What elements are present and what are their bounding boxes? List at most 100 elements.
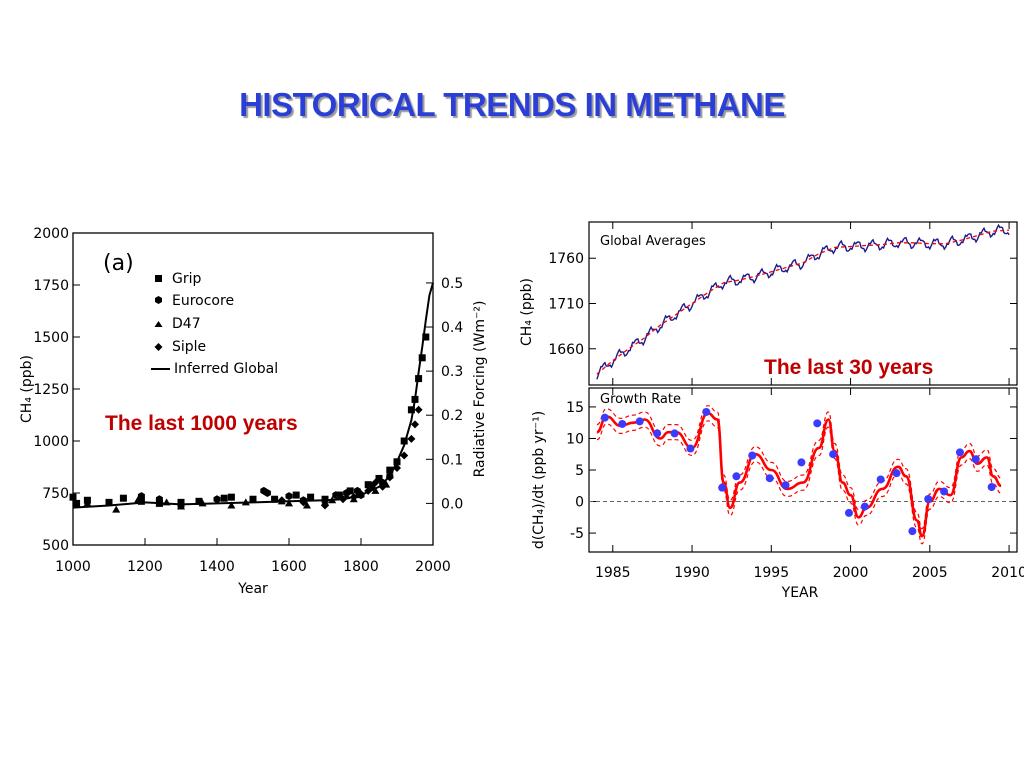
left-y2-tick-label: 0.0 bbox=[441, 496, 463, 512]
annual-growth-point bbox=[876, 475, 885, 484]
chart-last-1000-years: 1000 1200 1400 1600 1800 2000 500 750 1000 1250 1… bbox=[19, 226, 488, 597]
grip-point bbox=[307, 493, 315, 501]
left-y2-ticks: 0.0 0.1 0.2 0.3 0.4 0.5 bbox=[426, 276, 463, 512]
bottom-x-tick-label: 2010 bbox=[991, 565, 1024, 581]
siple-point bbox=[321, 501, 329, 510]
left-y-tick-label: 1750 bbox=[33, 278, 69, 294]
bottom-x-tick-label: 1995 bbox=[753, 565, 789, 581]
bottom-data-marks bbox=[589, 405, 1017, 545]
annual-growth-point bbox=[686, 444, 695, 453]
top-y-ticks: 1660 1710 1760 bbox=[548, 251, 1017, 358]
annual-growth-point bbox=[600, 413, 609, 422]
bottom-panel-title: Growth Rate bbox=[600, 392, 681, 407]
eurocore-point bbox=[137, 492, 145, 501]
legend-marker-siple bbox=[154, 343, 163, 351]
eurocore-point bbox=[155, 495, 163, 504]
chart-growth-rate: -5 0 5 10 15 1985 1990 1995 2000 2005 2010 Growth… bbox=[531, 387, 1024, 601]
annual-growth-point bbox=[940, 487, 949, 496]
left-x-axis-label: Year bbox=[237, 581, 268, 597]
siple-point bbox=[414, 405, 423, 414]
grip-point bbox=[418, 354, 426, 362]
annual-growth-point bbox=[748, 451, 757, 460]
bottom-y-ticks: -5 0 5 10 15 bbox=[566, 400, 1017, 542]
d47-point bbox=[83, 499, 92, 507]
deseasonalized-trend-line bbox=[596, 229, 1010, 375]
left-y2-tick-label: 0.4 bbox=[441, 320, 463, 336]
eurocore-point bbox=[332, 491, 340, 500]
annual-growth-point bbox=[860, 502, 869, 511]
left-data-marks bbox=[69, 282, 434, 513]
d47-point bbox=[285, 499, 293, 507]
grip-point bbox=[422, 333, 430, 341]
bottom-plot-frame bbox=[588, 387, 1018, 553]
left-y-tick-label: 1250 bbox=[33, 382, 69, 398]
left-x-tick-label: 1400 bbox=[199, 559, 235, 575]
grip-point bbox=[407, 406, 415, 414]
annotation-last-30-years: The last 30 years bbox=[764, 356, 933, 379]
annual-growth-point bbox=[618, 419, 627, 428]
d47-point bbox=[133, 496, 142, 504]
grip-point bbox=[220, 494, 228, 502]
siple-point bbox=[400, 451, 409, 460]
legend-marker-eurocore bbox=[155, 296, 162, 304]
grip-point bbox=[346, 487, 354, 495]
left-y2-tick-label: 0.1 bbox=[441, 452, 463, 468]
bottom-y-tick-label: 10 bbox=[566, 431, 584, 447]
left-y2-axis-label: Radiative Forcing (Wm⁻²) bbox=[472, 301, 488, 478]
grip-point bbox=[375, 474, 383, 482]
d47-point bbox=[227, 501, 236, 509]
d47-point bbox=[112, 505, 121, 513]
left-y-tick-label: 750 bbox=[42, 486, 69, 502]
left-y-tick-label: 2000 bbox=[33, 226, 69, 242]
top-data-marks bbox=[596, 223, 1010, 380]
left-y-tick-label: 1000 bbox=[33, 434, 69, 450]
grip-point bbox=[271, 495, 279, 503]
bottom-y-tick-label: 15 bbox=[566, 400, 584, 416]
left-x-tick-label: 2000 bbox=[415, 559, 451, 575]
left-y2-tick-label: 0.5 bbox=[441, 276, 463, 292]
bottom-x-tick-label: 2005 bbox=[912, 565, 948, 581]
annual-growth-point bbox=[670, 429, 679, 438]
inferred-global-line bbox=[72, 282, 434, 509]
annual-growth-point bbox=[908, 527, 917, 536]
left-y-axis-label: CH₄ (ppb) bbox=[19, 355, 35, 423]
global-mean-line bbox=[596, 223, 1010, 380]
annual-growth-point bbox=[987, 483, 996, 492]
annual-growth-point bbox=[718, 483, 727, 492]
grip-point bbox=[386, 466, 394, 474]
top-x-tick-marks bbox=[612, 222, 1010, 385]
legend-label-grip: Grip bbox=[172, 271, 201, 287]
annual-growth-point bbox=[892, 469, 901, 478]
siple-point bbox=[411, 420, 419, 429]
annotation-last-1000-years: The last 1000 years bbox=[105, 412, 298, 435]
growth-rate-upper-band bbox=[596, 405, 1002, 530]
annual-growth-point bbox=[971, 455, 980, 464]
annual-growth-point bbox=[765, 474, 774, 483]
left-x-tick-label: 1000 bbox=[55, 559, 91, 575]
left-y-ticks: 500 750 1000 1250 1500 1750 2000 bbox=[33, 226, 80, 554]
legend-label-inferred-global: Inferred Global bbox=[174, 361, 278, 377]
annual-growth-point bbox=[635, 417, 644, 426]
bottom-y-tick-label: 0 bbox=[575, 495, 584, 511]
annual-growth-point bbox=[829, 450, 838, 459]
eurocore-point bbox=[285, 492, 293, 501]
legend-marker-grip bbox=[155, 275, 162, 282]
grip-point bbox=[73, 499, 81, 507]
legend-marker-d47 bbox=[154, 321, 163, 327]
left-y2-tick-label: 0.3 bbox=[441, 364, 463, 380]
bottom-x-ticks: 1985 1990 1995 2000 2005 2010 bbox=[595, 388, 1024, 581]
annual-growth-point bbox=[955, 448, 964, 457]
left-y-tick-label: 1500 bbox=[33, 330, 69, 346]
grip-point bbox=[227, 493, 235, 501]
grip-point bbox=[119, 494, 127, 502]
siple-point bbox=[371, 478, 380, 487]
eurocore-point bbox=[213, 495, 221, 504]
annual-growth-point bbox=[924, 495, 933, 504]
top-y-tick-label: 1710 bbox=[548, 297, 584, 313]
annual-growth-point bbox=[732, 472, 741, 481]
grip-point bbox=[137, 497, 145, 505]
bottom-x-tick-label: 2000 bbox=[833, 565, 869, 581]
grip-point bbox=[292, 491, 300, 499]
chart-global-averages: 1660 1710 1760 Global Averages CH₄ (ppb) T… bbox=[519, 221, 1018, 386]
